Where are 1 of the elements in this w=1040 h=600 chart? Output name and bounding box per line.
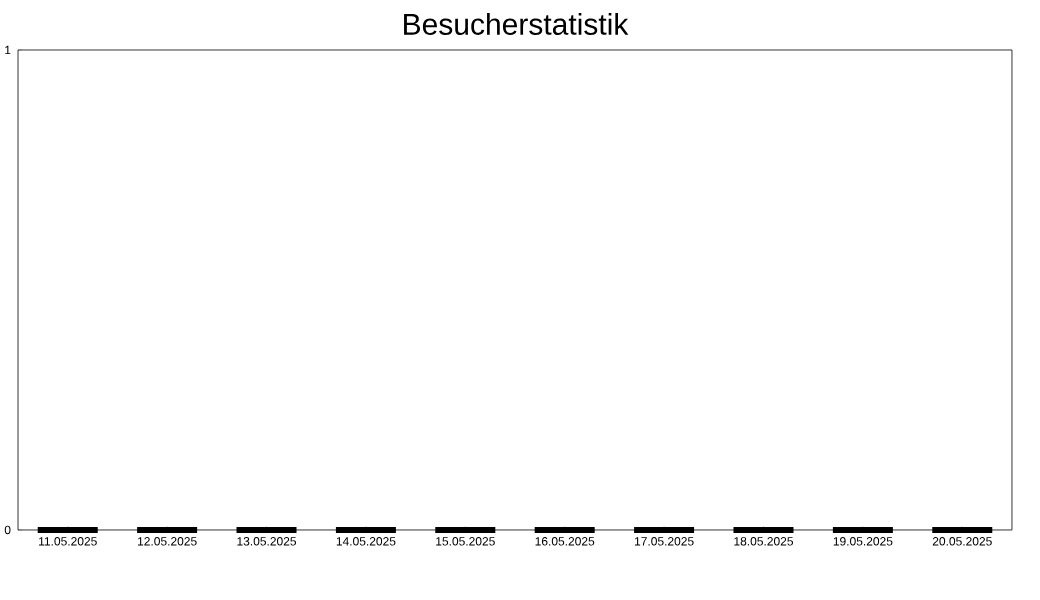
chart-title: Besucherstatistik [404, 12, 629, 35]
